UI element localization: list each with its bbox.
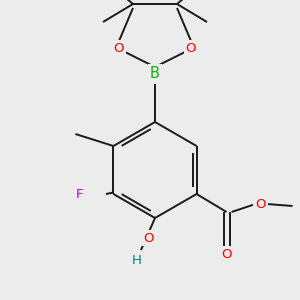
Text: O: O — [186, 41, 196, 55]
Text: O: O — [144, 232, 154, 244]
Text: O: O — [114, 41, 124, 55]
Text: H: H — [132, 254, 142, 266]
Text: O: O — [221, 248, 232, 262]
Text: O: O — [255, 197, 266, 211]
Text: B: B — [150, 67, 160, 82]
Text: F: F — [76, 188, 83, 200]
